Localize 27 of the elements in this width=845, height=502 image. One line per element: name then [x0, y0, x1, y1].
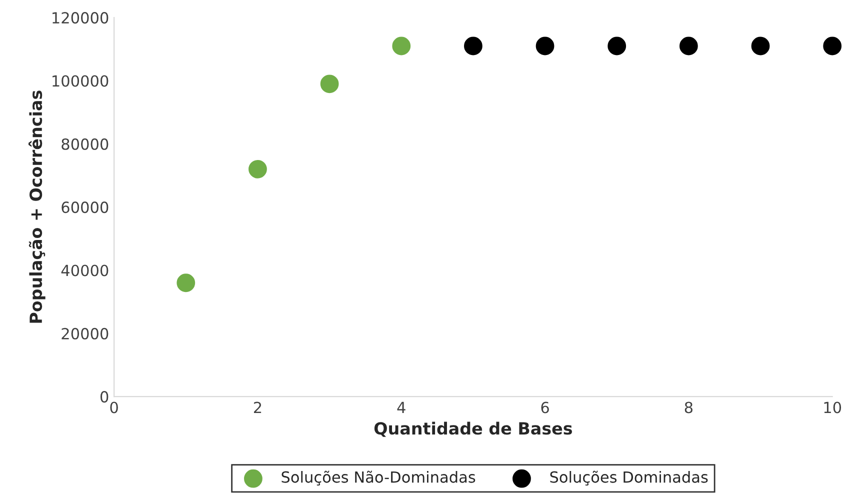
y-tick-label: 120000 [52, 12, 108, 24]
x-axis-title: Quantidade de Bases [374, 422, 572, 437]
x-tick-label: 6 [541, 402, 549, 414]
point [679, 36, 698, 56]
point [248, 160, 267, 178]
point [464, 36, 482, 56]
point [320, 74, 339, 94]
y-tick-label: 20000 [62, 328, 108, 340]
y-axis-title: População + Ocorrências [28, 90, 46, 323]
x-tick-label: 0 [110, 402, 118, 414]
point [176, 274, 196, 292]
y-tick-label: 40000 [61, 264, 108, 276]
y-tick-label: 0 [100, 391, 108, 403]
point [536, 36, 554, 56]
x-tick-label: 2 [254, 402, 262, 414]
legend-label: Soluções Não-Dominadas [282, 470, 476, 486]
x-tick-label: 4 [397, 402, 406, 414]
point [392, 36, 411, 56]
y-tick-label: 100000 [52, 75, 108, 87]
point [751, 36, 770, 56]
y-tick-label: 80000 [62, 138, 108, 150]
y-tick-label: 60000 [62, 202, 108, 214]
x-tick-label: 10 [824, 402, 842, 414]
x-tick-label: 8 [684, 402, 692, 414]
point [823, 36, 842, 56]
point [608, 36, 626, 56]
legend-label: Soluções Dominadas [550, 470, 708, 486]
